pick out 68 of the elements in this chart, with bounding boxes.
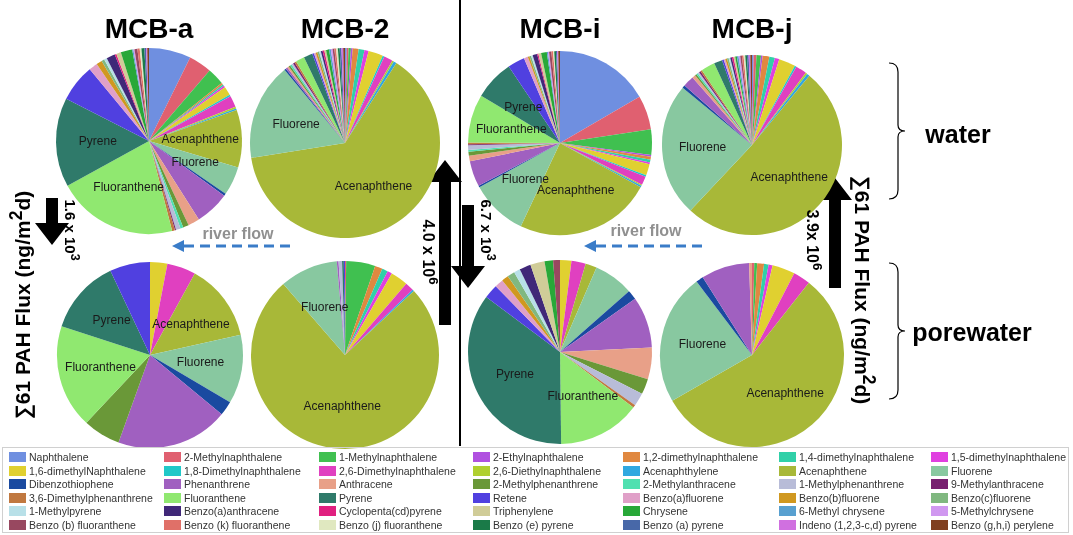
text: river flow xyxy=(202,225,274,243)
legend-label: Naphthalene xyxy=(29,451,89,463)
legend-label: 2-Methylanthracene xyxy=(643,478,736,491)
legend-label: 2,6-Diethylnaphthalene xyxy=(493,464,601,477)
data-label: Fluoranthene xyxy=(475,121,547,136)
legend-label: 9-Methylanthracene xyxy=(951,478,1044,491)
legend-label: Benzo(a)fluorene xyxy=(643,491,724,504)
data-label: Fluoranthene xyxy=(65,360,137,375)
legend-label: 6-Methyl chrysene xyxy=(799,505,885,518)
legend-label: Benzo (j) fluoranthene xyxy=(339,519,443,531)
data-label: Pyrene xyxy=(78,134,118,149)
legend-label: Cyclopenta(cd)pyrene xyxy=(339,505,442,518)
legend-label: Pyrene xyxy=(339,491,373,504)
chart-title: MCB-i xyxy=(518,12,602,46)
legend-label: Acenaphthene xyxy=(799,464,867,477)
chart-title: MCB-2 xyxy=(299,12,391,46)
legend-label: Phenanthrene xyxy=(184,478,250,491)
data-label: Fluoranthene xyxy=(93,180,165,195)
legend-label: Benzo(a)anthracene xyxy=(184,505,280,518)
data-label: Acenaphthene xyxy=(161,132,240,147)
legend-label: Anthracene xyxy=(339,478,393,491)
legend-label: Benzo (g,h,i) perylene xyxy=(951,519,1054,531)
data-label: Fluorene xyxy=(272,116,321,131)
legend-label: Fluorene xyxy=(951,464,993,477)
legend-label: Benzo (e) pyrene xyxy=(493,519,574,531)
chart-title: MCB-j xyxy=(710,12,794,46)
legend-label: 2-Methylphenanthrene xyxy=(493,478,599,491)
legend-label: Chrysene xyxy=(643,505,688,518)
legend-label: Benzo (a) pyrene xyxy=(643,519,724,531)
data-label: Acenaphthene xyxy=(746,385,825,400)
legend-label: 1-Methylnaphthalene xyxy=(339,451,438,463)
legend-label: 1-Methylpyrene xyxy=(29,505,102,518)
data-label: Acenaphthene xyxy=(536,183,615,198)
legend-label: 5-Methylchrysene xyxy=(951,505,1034,518)
legend-label: Indeno (1,2,3-c,d) pyrene xyxy=(799,519,917,531)
legend-label: Benzo(c)fluorene xyxy=(951,491,1031,504)
legend-label: 1,4-dimethylnaphthalene xyxy=(799,451,914,463)
legend-label: 3,6-Dimethylphenanthrene xyxy=(29,491,153,504)
legend-label: Triphenylene xyxy=(493,505,554,518)
legend-label: 1,6-dimethylNaphthalene xyxy=(29,464,146,477)
legend-label: 2-Ethylnaphthalene xyxy=(493,451,584,463)
data-label: Acenaphthene xyxy=(334,179,413,194)
data-label: Fluoranthene xyxy=(547,389,619,404)
legend-label: Benzo (k) fluoranthene xyxy=(184,519,291,531)
data-label: Acenaphthene xyxy=(750,170,829,185)
text: water xyxy=(925,119,991,149)
legend-label: 1,2-dimethylnaphthalene xyxy=(643,451,758,463)
legend-label: Benzo (b) fluoranthene xyxy=(29,519,136,531)
legend-label: Acenaphthylene xyxy=(643,464,719,477)
data-label: Pyrene xyxy=(92,313,131,328)
legend-label: 1,8-Dimethylnaphthalene xyxy=(184,464,301,477)
text: porewater xyxy=(912,317,1032,347)
legend-label: 2-Methylnaphthalene xyxy=(184,451,283,463)
data-label: Pyrene xyxy=(495,367,535,382)
chart-title: MCB-a xyxy=(103,12,195,46)
text: river flow xyxy=(610,222,682,240)
data-label: Fluorene xyxy=(301,299,349,314)
legend-label: Retene xyxy=(493,491,527,504)
legend-label: Dibenzothiophene xyxy=(29,478,114,491)
legend-label: Fluoranthene xyxy=(184,491,246,504)
legend-label: 2,6-Dimethylnaphthalene xyxy=(339,464,456,477)
legend-label: Benzo(b)fluorene xyxy=(799,491,880,504)
data-label: Acenaphthene xyxy=(303,398,382,413)
legend-label: 1,5-dimethylnaphthalene xyxy=(951,451,1066,463)
data-label: Fluorene xyxy=(678,140,727,155)
data-label: Fluorene xyxy=(678,337,727,352)
data-label: Fluorene xyxy=(176,355,225,370)
legend-label: 1-Methylphenanthrene xyxy=(799,478,905,491)
